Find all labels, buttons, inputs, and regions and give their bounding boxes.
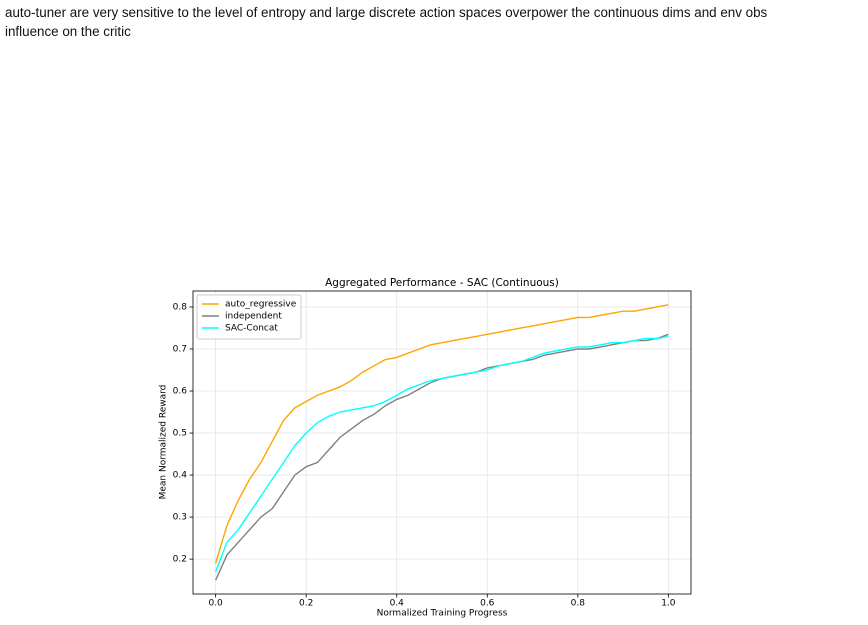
chart-title: Aggregated Performance - SAC (Continuous… xyxy=(325,277,559,289)
y-tick-label: 0.6 xyxy=(173,387,188,397)
legend-box xyxy=(196,294,302,340)
x-tick-label: 0.4 xyxy=(390,599,405,609)
y-tick-label: 0.7 xyxy=(173,344,187,354)
x-tick-label: 0.0 xyxy=(208,599,223,609)
y-tick-label: 0.3 xyxy=(173,513,187,523)
x-tick-label: 0.6 xyxy=(480,599,495,609)
paragraph: auto-tuner are very sensitive to the lev… xyxy=(5,3,767,41)
series-line xyxy=(214,304,669,564)
series-line xyxy=(215,333,669,581)
text-line: auto-tuner are very sensitive to the lev… xyxy=(5,5,768,20)
y-axis-label: Mean Normalized Reward xyxy=(159,385,169,500)
y-tick-label: 0.2 xyxy=(173,555,187,565)
y-tick-label: 0.4 xyxy=(173,471,188,481)
x-axis-label: Normalized Training Progress xyxy=(377,609,508,619)
legend-label: independent xyxy=(225,312,282,322)
legend-label: SAC-Concat xyxy=(225,324,278,334)
text-line: influence on the critic xyxy=(5,24,131,39)
y-tick-label: 0.5 xyxy=(173,429,187,439)
legend: auto_regressive independent SAC-Concat xyxy=(196,294,302,340)
x-tick-label: 0.2 xyxy=(299,599,313,609)
x-tick-label: 1.0 xyxy=(661,599,676,609)
legend-label: auto_regressive xyxy=(225,300,297,310)
x-tick-label: 0.8 xyxy=(571,599,586,609)
series-line xyxy=(214,335,669,572)
y-tick-label: 0.8 xyxy=(173,302,188,312)
axes-frame xyxy=(192,290,692,595)
